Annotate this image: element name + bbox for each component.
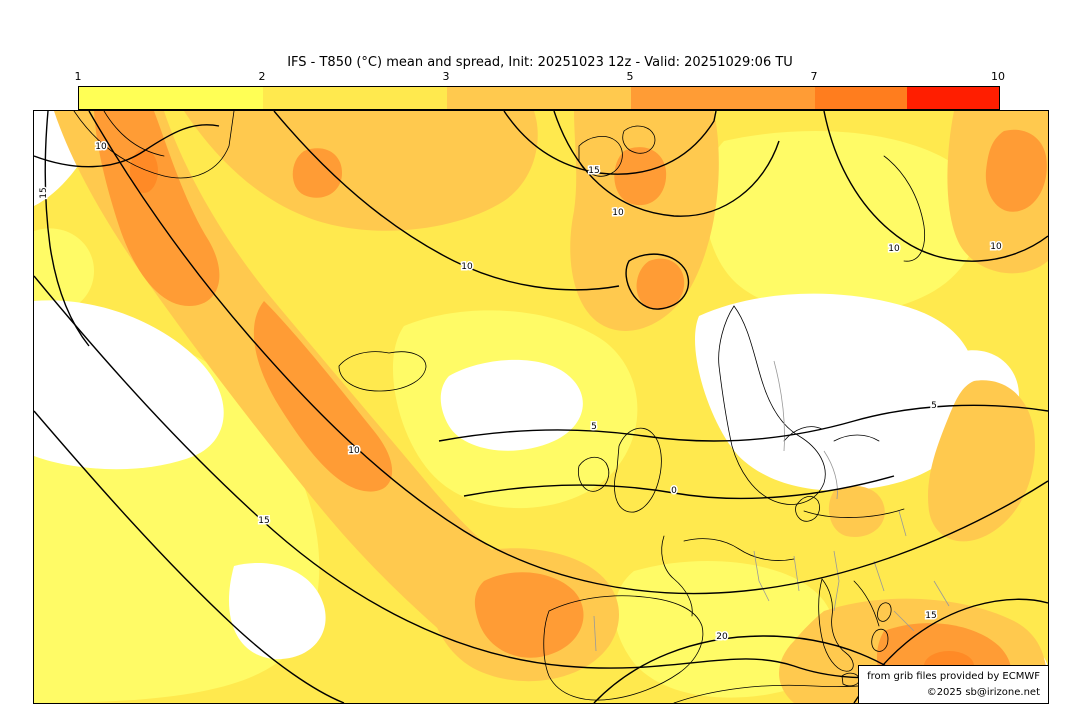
contour-labels-layer: 10 15 15 10 10 10 10 5 5 0 10 15 20 15: [38, 141, 1004, 644]
svalbard-island-2: [622, 125, 656, 154]
contour-closed-low: [625, 253, 690, 310]
italy-coast: [818, 578, 854, 672]
contour-label: 5: [931, 401, 937, 411]
contour-line: [88, 111, 1048, 595]
contour-label: 10: [348, 446, 360, 456]
adriatic-coast: [853, 580, 880, 627]
contour-line: [503, 111, 717, 175]
corsica-coast: [877, 602, 892, 622]
contour-label: 15: [925, 611, 936, 621]
colorbar-track: [78, 86, 1000, 110]
contour-line: [553, 111, 780, 217]
denmark-coast: [795, 496, 820, 522]
colorbar-tick-2: 2: [258, 70, 266, 83]
colorbar-segment-3: [631, 87, 815, 109]
sardinia-coast: [871, 628, 889, 652]
colorbar-segment-2: [447, 87, 631, 109]
attribution-box: from grib files provided by ECMWF ©2025 …: [858, 665, 1048, 703]
map-area: 10 15 15 10 10 10 10 5 5 0 10 15 20 15 from grib file…: [33, 110, 1049, 704]
colorbar-tick-7: 7: [810, 70, 818, 83]
colorbar-segment-5: [907, 87, 999, 109]
contour-label: 10: [990, 242, 1002, 252]
contour-label: 10: [888, 244, 900, 254]
contour-label: 10: [461, 262, 473, 272]
iberia-coast: [543, 595, 704, 701]
country-borders-layer: [593, 360, 950, 652]
contour-label: 10: [612, 208, 624, 218]
colorbar-tick-5: 5: [626, 70, 634, 83]
scandinavia-coast: [718, 305, 826, 505]
chart-title: IFS - T850 (°C) mean and spread, Init: 2…: [287, 55, 793, 70]
north-sea-coast: [683, 538, 795, 561]
contour-label: 15: [39, 187, 49, 198]
britain-coast: [614, 427, 662, 513]
contour-label: 10: [95, 142, 107, 152]
contour-line: [34, 410, 345, 703]
baltic-south-coast: [803, 508, 905, 518]
contour-line: [823, 111, 1048, 262]
attribution-copyright: ©2025 sb@irizone.net: [926, 686, 1040, 698]
colorbar-tick-10: 10: [991, 70, 1005, 83]
attribution-source: from grib files provided by ECMWF: [867, 671, 1040, 682]
arctic-island-coast: [883, 155, 926, 262]
contour-line: [463, 475, 895, 500]
colorbar-tick-3: 3: [442, 70, 450, 83]
biscay-coast: [661, 535, 693, 617]
contour-line: [273, 111, 620, 291]
contours-layer: [34, 111, 1048, 703]
colorbar-tick-1: 1: [74, 70, 82, 83]
greenland-coast: [73, 111, 235, 179]
finland-coast: [833, 434, 880, 442]
contour-line: [34, 124, 220, 168]
contour-label: 20: [716, 632, 728, 642]
colorbar-ticks: 1 2 3 5 7 10: [74, 70, 1006, 84]
colorbar-segment-4: [815, 87, 907, 109]
contour-label: 0: [671, 486, 677, 496]
svalbard-island-1: [578, 136, 623, 177]
contour-label: 5: [591, 422, 597, 432]
contour-line: [44, 111, 90, 347]
greenland-inner-coast: [103, 111, 165, 157]
contour-label: 15: [258, 516, 269, 526]
iceland-coast: [338, 351, 427, 392]
contour-label: 15: [588, 166, 599, 176]
colorbar-segment-0: [79, 87, 263, 109]
colorbar-segment-1: [263, 87, 447, 109]
weather-map-svg: 10 15 15 10 10 10 10 5 5 0 10 15 20 15: [34, 111, 1048, 703]
contour-line: [438, 404, 1048, 442]
bothnia-coast: [783, 426, 823, 442]
